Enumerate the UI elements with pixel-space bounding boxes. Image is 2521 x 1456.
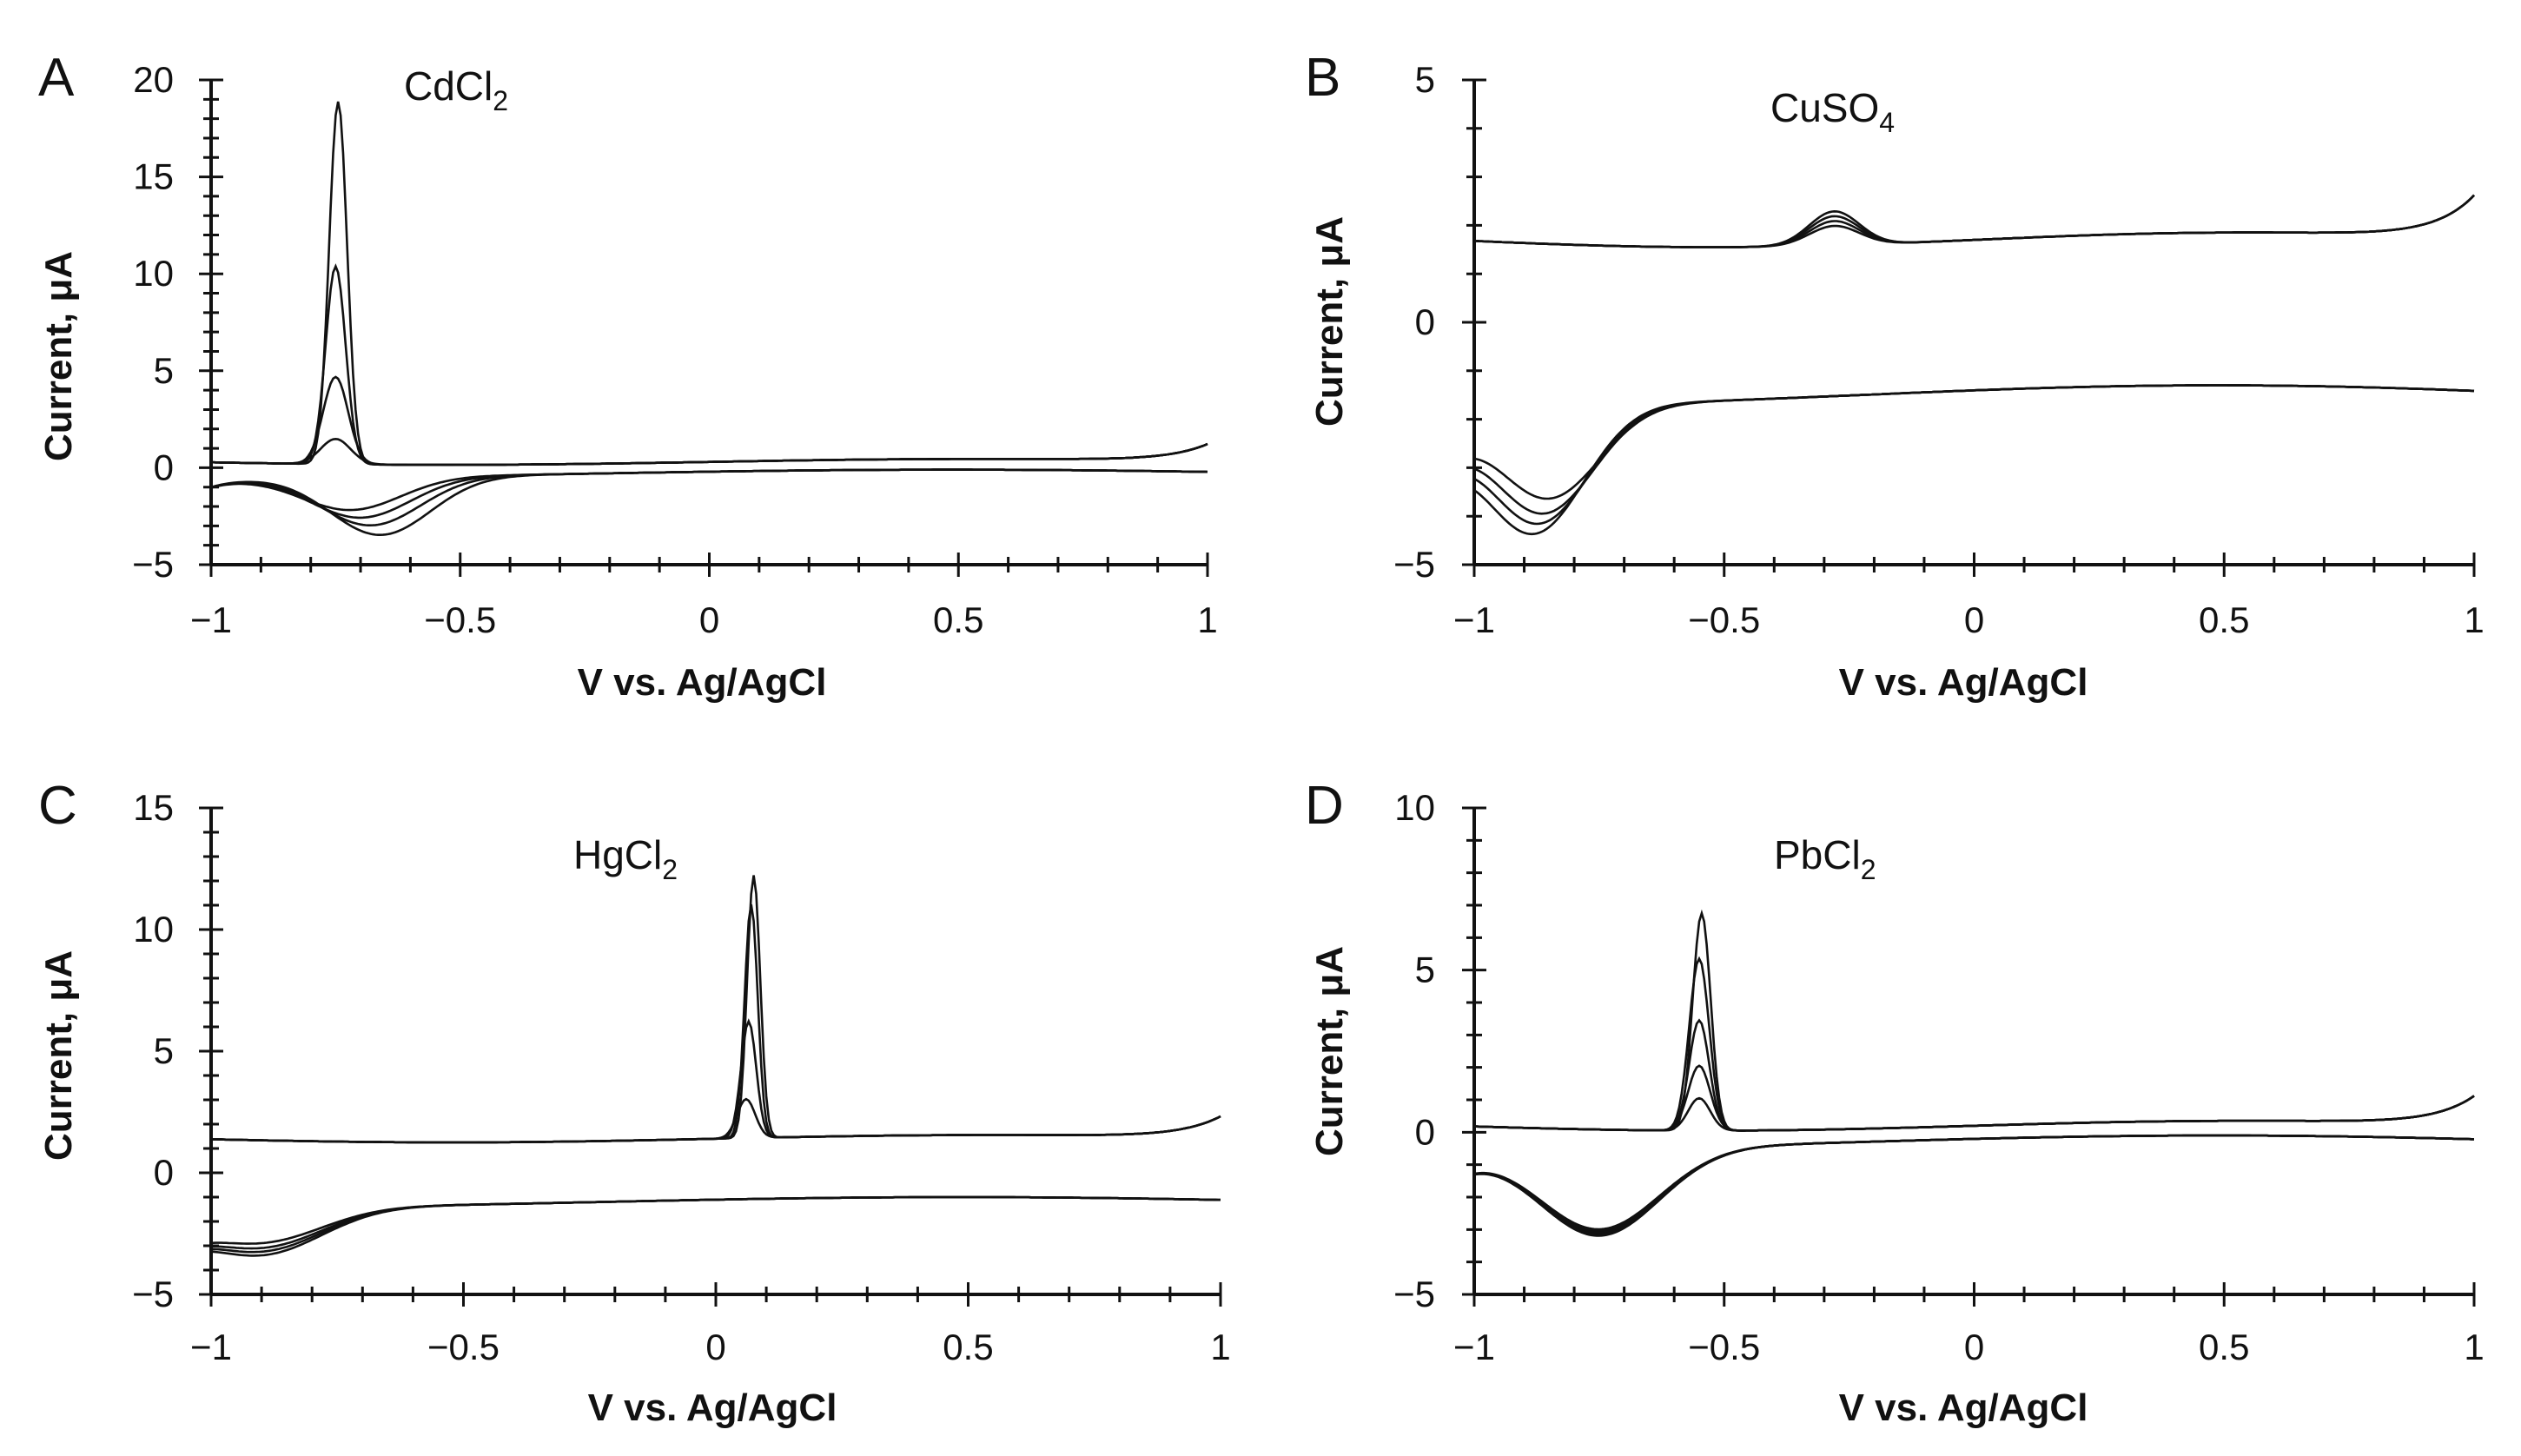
- panel-d-x-axis-title: V vs. Ag/AgCl: [1839, 1387, 2088, 1429]
- panel-b-x-axis-title: V vs. Ag/AgCl: [1839, 661, 2088, 704]
- panel-c-x-axis-title: V vs. Ag/AgCl: [588, 1387, 837, 1429]
- panel-c-letter: C: [38, 776, 77, 836]
- panel-b-compound-label: CuSO4: [1770, 85, 1895, 138]
- panel-d-compound-label: PbCl2: [1774, 832, 1876, 885]
- panel-b-x-tick-label: 0: [1964, 599, 1984, 640]
- panel-a-y-tick-label: 0: [154, 447, 174, 487]
- panel-b-plot-area: −1 −0.5 0 0.5 1 −5 0 5: [1393, 59, 2485, 640]
- panel-d-oxidation-curve-5: [1474, 909, 2475, 1132]
- panel-a-y-tick-label: 15: [133, 156, 174, 197]
- panel-c-x-tick-label: −1: [190, 1327, 232, 1367]
- panel-c-y-tick-label: 5: [154, 1030, 174, 1071]
- panel-c-reduction-curve-1: [210, 1195, 1221, 1245]
- panel-a-plot-area: −1 −0.5 0 0.5 1 −5 0 5 10 15 20: [132, 59, 1218, 640]
- panel-d-oxidation-curve-3: [1474, 1018, 2475, 1132]
- panel-b-y-tick-label: −5: [1393, 544, 1435, 585]
- panel-d-y-axis-title: Current, μA: [1308, 946, 1351, 1156]
- panel-c-x-tick-label: 0.5: [943, 1327, 993, 1367]
- panel-a-x-tick-label: 0.5: [933, 599, 983, 640]
- panel-c-oxidation-curve-2: [210, 1018, 1221, 1144]
- panel-c-y-axis-title: Current, μA: [37, 950, 80, 1161]
- panel-a-y-tick-label: 5: [154, 350, 174, 391]
- panel-b-y-axis-title: Current, μA: [1308, 216, 1351, 427]
- panel-b-reduction-curve-3: [1473, 384, 2475, 526]
- panel-a-reduction-curve-2: [210, 468, 1208, 520]
- panel-c-oxidation-curve-4: [210, 875, 1221, 1144]
- panel-d-reduction-curve-5: [1473, 1134, 2474, 1237]
- panel-d-y-tick-label: 10: [1394, 787, 1435, 828]
- panel-a-reduction-curve-4: [210, 468, 1208, 536]
- panel-d-x-tick-label: −1: [1453, 1327, 1495, 1367]
- panel-a-letter: A: [38, 48, 75, 108]
- panel-a-x-tick-label: −1: [190, 599, 232, 640]
- panel-b-letter: B: [1305, 48, 1340, 108]
- panel-c-compound-label: HgCl2: [573, 832, 678, 885]
- panel-a-compound-label: CdCl2: [404, 63, 508, 116]
- panel-c-y-tick-label: 15: [133, 787, 174, 828]
- panel-d-y-tick-label: −5: [1393, 1274, 1435, 1314]
- panel-b-x-tick-label: −0.5: [1688, 599, 1760, 640]
- panel-c-y-tick-label: −5: [132, 1274, 174, 1314]
- panel-d-reduction-curve-1: [1473, 1134, 2474, 1231]
- panel-d-x-tick-label: 0.5: [2199, 1327, 2249, 1367]
- panel-d-x-tick-label: 1: [2464, 1327, 2484, 1367]
- panel-d-oxidation-curve-4: [1474, 956, 2475, 1132]
- panel-b-y-tick-label: 0: [1415, 301, 1435, 342]
- panel-c-x-tick-label: 0: [705, 1327, 725, 1367]
- panel-b: B CuSO4 −1 −0.5 0 0.5 1 −5 0 5 V vs. Ag/AgCl Cu…: [1305, 48, 2485, 704]
- panel-d-y-tick-label: 5: [1415, 950, 1435, 990]
- panel-a-reduction-curve-1: [210, 468, 1208, 512]
- panel-a-x-tick-label: 1: [1197, 599, 1217, 640]
- panel-b-oxidation-curve-4: [1473, 194, 2475, 248]
- panel-c-reduction-curve-3: [210, 1195, 1221, 1254]
- panel-a: A CdCl2 −1 −0.5 0 0.5 1 −5 0 5 10 15 20 V vs. Ag/A…: [37, 48, 1218, 704]
- panel-c-oxidation-curve-3: [210, 903, 1221, 1144]
- panel-c-y-tick-label: 0: [154, 1152, 174, 1193]
- panel-b-reduction-curve-4: [1473, 384, 2475, 536]
- panel-b-reduction-curve-2: [1473, 384, 2475, 515]
- panel-a-y-axis-title: Current, μA: [37, 251, 80, 461]
- panel-c-plot-area: −1 −0.5 0 0.5 1 −5 0 5 10 15: [132, 787, 1231, 1367]
- panel-d-x-tick-label: −0.5: [1688, 1327, 1760, 1367]
- panel-b-x-tick-label: 0.5: [2199, 599, 2249, 640]
- panel-d-y-tick-label: 0: [1415, 1111, 1435, 1152]
- panel-c-x-tick-label: −0.5: [427, 1327, 500, 1367]
- panel-b-x-tick-label: −1: [1453, 599, 1495, 640]
- panel-a-y-tick-label: −5: [132, 544, 174, 585]
- panel-d-x-tick-label: 0: [1964, 1327, 1984, 1367]
- panel-a-x-axis-title: V vs. Ag/AgCl: [578, 661, 827, 704]
- panel-c-reduction-curve-2: [211, 1195, 1221, 1250]
- panel-a-x-tick-label: −0.5: [424, 599, 496, 640]
- panel-b-y-tick-label: 5: [1415, 59, 1435, 100]
- panel-d-plot-area: −1 −0.5 0 0.5 1 −5 0 5 10: [1393, 787, 2485, 1367]
- panel-c-x-tick-label: 1: [1210, 1327, 1230, 1367]
- panel-c-y-tick-label: 10: [133, 909, 174, 950]
- panel-a-oxidation-curve-3: [211, 263, 1208, 467]
- panel-d-reduction-curve-3: [1473, 1134, 2474, 1234]
- panel-b-reduction-curve-1: [1473, 384, 2475, 500]
- panel-b-x-tick-label: 1: [2464, 599, 2484, 640]
- panel-a-y-tick-label: 20: [133, 59, 174, 100]
- panel-c: C HgCl2 −1 −0.5 0 0.5 1 −5 0 5 10 15 V vs. Ag/AgC…: [37, 776, 1231, 1429]
- panel-c-reduction-curve-4: [210, 1195, 1221, 1257]
- panel-d-letter: D: [1305, 776, 1344, 836]
- panel-d-reduction-curve-4: [1473, 1134, 2474, 1235]
- panel-a-y-tick-label: 10: [133, 253, 174, 294]
- panel-a-x-tick-label: 0: [699, 599, 719, 640]
- panel-a-oxidation-curve-4: [211, 101, 1208, 467]
- panel-d-reduction-curve-2: [1473, 1134, 2474, 1233]
